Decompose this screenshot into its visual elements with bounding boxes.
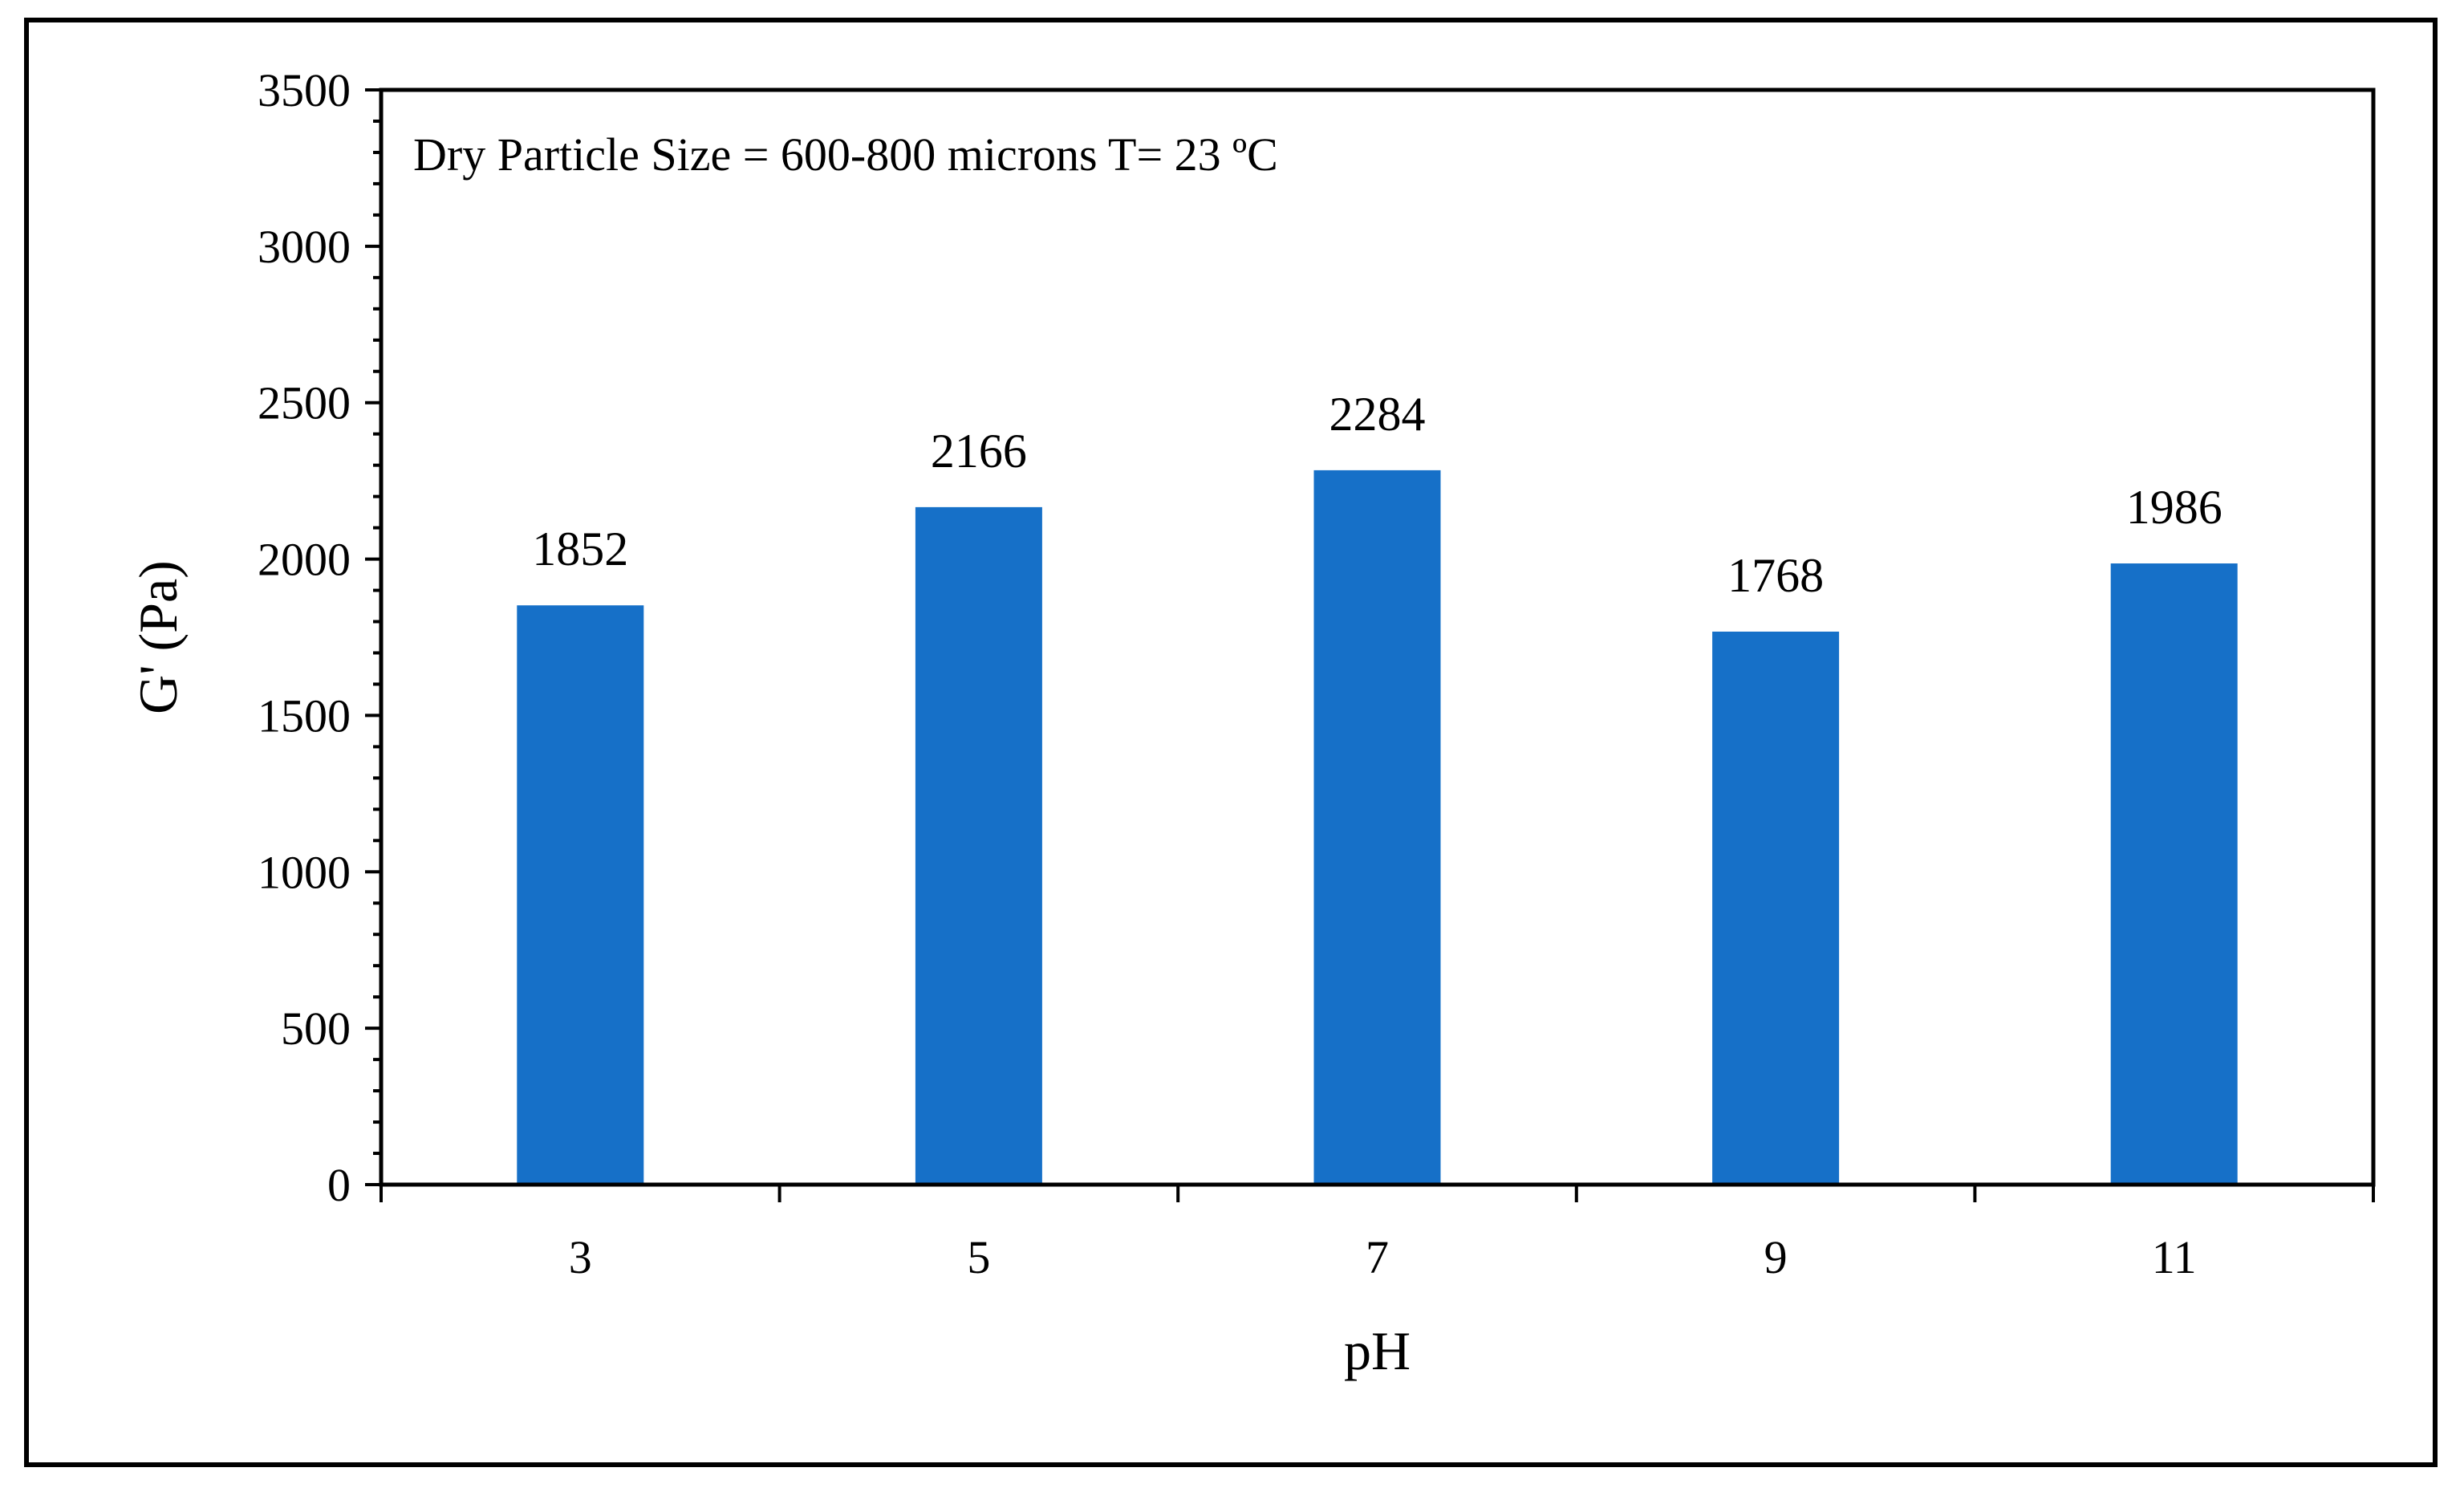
figure-frame	[24, 18, 2438, 1467]
y-tick-label: 500	[281, 1002, 351, 1055]
bar-ph-5	[915, 506, 1042, 1185]
y-tick-label: 1500	[258, 689, 351, 742]
chart-annotation: Dry Particle Size = 600-800 microns T= 2…	[413, 128, 1278, 181]
x-tick-label: 3	[569, 1231, 592, 1283]
y-axis-title: G' (Pa)	[128, 560, 189, 714]
plot-area-border	[379, 87, 2376, 1187]
x-tick-label: 5	[967, 1231, 990, 1283]
x-tick-label: 11	[2152, 1231, 2197, 1283]
x-axis-title: pH	[1344, 1320, 1411, 1381]
bar-ph-3	[517, 605, 644, 1185]
data-label-ph-3: 1852	[532, 522, 628, 575]
bar-ph-9	[1712, 631, 1840, 1185]
data-label-ph-7: 2284	[1329, 388, 1426, 441]
data-label-ph-11: 1986	[2126, 481, 2222, 534]
y-tick-label: 0	[327, 1159, 351, 1211]
data-label-ph-9: 1768	[1727, 549, 1824, 602]
bar-ph-11	[2110, 563, 2238, 1185]
y-tick-label: 3000	[258, 221, 351, 273]
data-label-ph-5: 2166	[931, 425, 1027, 478]
y-tick-label: 2000	[258, 534, 351, 586]
y-axis-ticks: 0 500 1000 1500 2000 2500 3000 3500	[258, 64, 381, 1211]
x-tick-label: 7	[1366, 1231, 1389, 1283]
y-tick-label: 2500	[258, 377, 351, 429]
y-tick-label: 3500	[258, 64, 351, 116]
data-labels-group: 1852 2166 2284 1768 1986	[532, 388, 2222, 602]
bar-ph-7	[1313, 470, 1441, 1185]
bars-group	[517, 470, 2238, 1185]
y-tick-label: 1000	[258, 846, 351, 898]
x-tick-label: 9	[1764, 1231, 1788, 1283]
x-axis-ticks: 3 5 7 9 11	[380, 1185, 2375, 1283]
